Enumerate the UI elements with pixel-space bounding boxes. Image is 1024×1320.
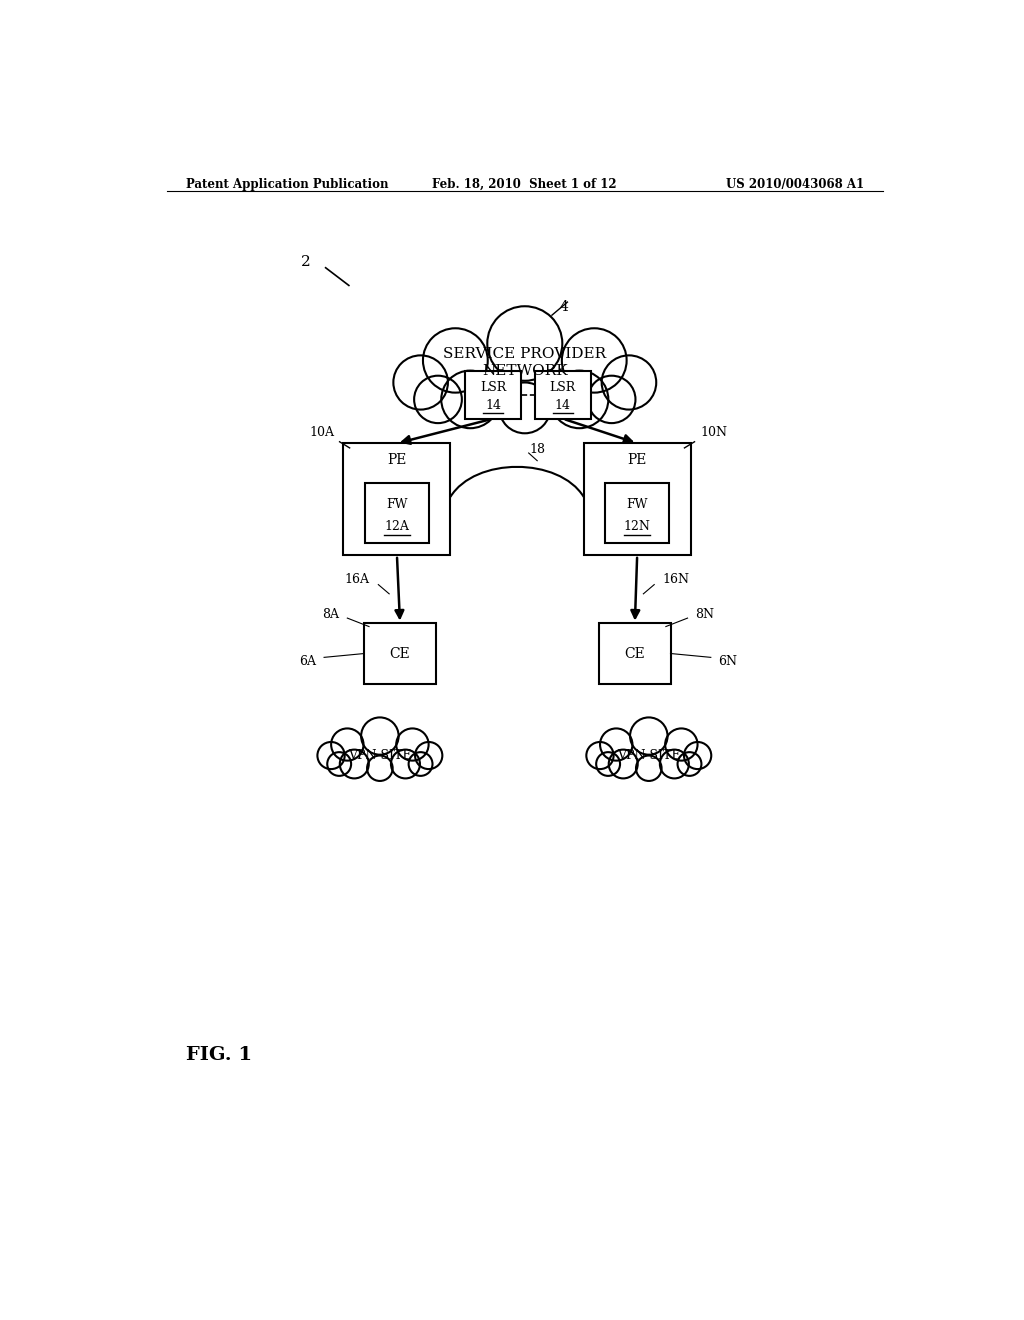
Circle shape: [608, 750, 638, 779]
Text: FIG. 1: FIG. 1: [186, 1047, 252, 1064]
Text: PE: PE: [387, 453, 407, 467]
Circle shape: [415, 742, 442, 770]
Text: PE: PE: [628, 453, 647, 467]
Text: 12A: 12A: [384, 520, 410, 533]
Text: SERVICE PROVIDER
NETWORK: SERVICE PROVIDER NETWORK: [443, 347, 606, 378]
FancyBboxPatch shape: [535, 371, 591, 418]
Circle shape: [588, 376, 636, 424]
FancyBboxPatch shape: [366, 483, 429, 544]
Circle shape: [340, 750, 369, 779]
Circle shape: [678, 752, 701, 776]
Text: 14: 14: [485, 399, 501, 412]
Circle shape: [441, 371, 500, 428]
Circle shape: [659, 750, 689, 779]
Circle shape: [550, 371, 608, 428]
Circle shape: [393, 355, 447, 409]
Text: FW: FW: [386, 498, 408, 511]
Circle shape: [636, 755, 662, 781]
Text: US 2010/0043068 A1: US 2010/0043068 A1: [726, 178, 864, 190]
Text: VPN SITE: VPN SITE: [617, 748, 681, 762]
FancyBboxPatch shape: [599, 623, 671, 684]
Circle shape: [684, 742, 712, 770]
Circle shape: [423, 329, 487, 392]
FancyBboxPatch shape: [343, 444, 451, 554]
Circle shape: [317, 742, 345, 770]
Circle shape: [587, 742, 613, 770]
Circle shape: [396, 729, 429, 760]
Circle shape: [331, 729, 364, 760]
Circle shape: [414, 376, 462, 424]
Text: LSR: LSR: [480, 381, 506, 395]
Circle shape: [666, 729, 697, 760]
Circle shape: [630, 718, 668, 755]
Text: 2: 2: [301, 255, 311, 269]
Circle shape: [328, 752, 351, 776]
Text: 14: 14: [555, 399, 570, 412]
Text: 10N: 10N: [700, 426, 727, 440]
Text: 16N: 16N: [662, 573, 689, 586]
FancyBboxPatch shape: [365, 623, 435, 684]
Text: FW: FW: [627, 498, 648, 511]
Text: Patent Application Publication: Patent Application Publication: [186, 178, 389, 190]
Text: 10A: 10A: [309, 426, 334, 440]
FancyBboxPatch shape: [465, 371, 521, 418]
Circle shape: [602, 355, 656, 409]
Text: 4: 4: [560, 301, 568, 314]
Text: VPN SITE: VPN SITE: [348, 748, 412, 762]
Circle shape: [500, 383, 550, 433]
Circle shape: [367, 755, 392, 781]
Circle shape: [409, 752, 432, 776]
Text: 16A: 16A: [345, 573, 370, 586]
Text: Feb. 18, 2010  Sheet 1 of 12: Feb. 18, 2010 Sheet 1 of 12: [432, 178, 617, 190]
FancyBboxPatch shape: [584, 444, 690, 554]
Text: 8N: 8N: [695, 607, 715, 620]
Circle shape: [391, 750, 420, 779]
Circle shape: [596, 752, 621, 776]
Text: LSR: LSR: [550, 381, 575, 395]
Text: 8A: 8A: [323, 607, 340, 620]
Text: 12N: 12N: [624, 520, 650, 533]
Text: 18: 18: [529, 442, 546, 455]
Text: 6N: 6N: [719, 655, 737, 668]
Circle shape: [361, 718, 398, 755]
Circle shape: [600, 729, 633, 760]
Text: CE: CE: [390, 647, 411, 660]
Text: 6A: 6A: [299, 655, 316, 668]
Circle shape: [562, 329, 627, 392]
Circle shape: [487, 306, 562, 380]
FancyBboxPatch shape: [605, 483, 669, 544]
Text: CE: CE: [625, 647, 645, 660]
